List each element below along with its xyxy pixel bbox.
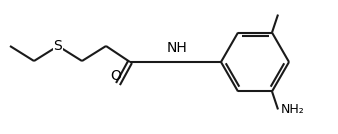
Text: NH₂: NH₂	[281, 103, 305, 116]
Text: S: S	[54, 39, 63, 53]
Text: O: O	[111, 69, 121, 83]
Text: NH: NH	[167, 41, 188, 55]
